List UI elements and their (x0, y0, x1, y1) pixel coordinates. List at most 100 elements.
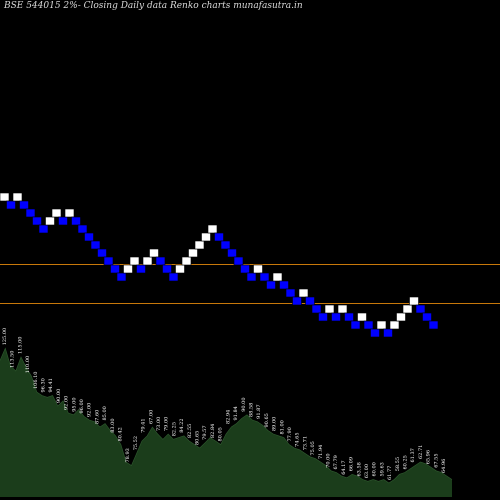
renko-brick-40 (259, 272, 270, 282)
price-label-28: 80.05 (218, 427, 224, 441)
renko-brick-25 (162, 264, 172, 274)
renko-brick-36 (233, 256, 244, 266)
price-label-35: 89.00 (272, 417, 278, 431)
renko-brick-61 (396, 312, 406, 322)
reference-lines-layer (0, 264, 500, 304)
price-label-22: 82.25 (171, 422, 177, 436)
renko-brick-14 (90, 240, 101, 250)
price-label-26: 79.57 (202, 425, 208, 439)
price-label-14: 83.00 (110, 418, 116, 432)
renko-brick-35 (227, 248, 237, 258)
renko-brick-1 (6, 200, 16, 210)
price-label-1: 113.50 (10, 351, 16, 369)
brick-layer (0, 192, 439, 338)
price-label-53: 61.37 (410, 448, 416, 462)
price-label-57: 64.96 (441, 459, 447, 473)
renko-brick-39 (253, 264, 263, 274)
renko-brick-10 (64, 208, 75, 218)
renko-brick-48 (311, 304, 322, 314)
volume-area (0, 348, 452, 497)
price-label-27: 82.84 (210, 424, 216, 438)
renko-brick-56 (363, 320, 374, 330)
renko-brick-33 (214, 232, 224, 242)
renko-brick-21 (136, 264, 146, 274)
price-label-40: 75.05 (310, 441, 316, 455)
renko-brick-12 (77, 224, 88, 234)
renko-brick-20 (129, 256, 140, 266)
price-label-12: 87.60 (94, 410, 100, 424)
renko-brick-27 (175, 264, 185, 274)
price-label-42: 70.00 (326, 453, 332, 467)
renko-brick-54 (350, 320, 361, 330)
price-label-10: 96.00 (79, 399, 85, 413)
price-label-37: 77.90 (287, 427, 293, 441)
price-label-19: 67.00 (148, 410, 154, 424)
price-label-49: 59.63 (379, 462, 385, 476)
price-label-23: 84.22 (179, 418, 185, 432)
renko-brick-9 (58, 216, 68, 226)
price-label-3: 110.00 (25, 356, 31, 374)
renko-brick-6 (38, 224, 49, 234)
price-label-15: 80.42 (118, 427, 124, 441)
volume-area-layer (0, 347, 453, 497)
price-label-5: 96.30 (41, 378, 47, 392)
renko-brick-63 (409, 296, 419, 306)
renko-brick-37 (240, 264, 250, 274)
price-label-43: 67.79 (333, 455, 339, 469)
price-label-0: 125.00 (2, 328, 8, 346)
price-label-39: 73.71 (302, 436, 308, 450)
renko-brick-15 (97, 248, 107, 258)
renko-brick-60 (389, 320, 400, 330)
renko-brick-50 (324, 304, 335, 314)
renko-brick-44 (285, 288, 296, 298)
renko-brick-18 (116, 272, 127, 282)
renko-brick-26 (168, 272, 179, 282)
price-label-46: 63.58 (356, 462, 362, 476)
price-label-44: 64.17 (341, 460, 347, 474)
renko-brick-42 (272, 272, 283, 282)
price-label-25: 80.65 (195, 431, 201, 445)
price-label-11: 92.00 (87, 403, 93, 417)
price-label-18: 79.41 (141, 418, 147, 432)
renko-brick-16 (103, 256, 114, 266)
price-label-55: 65.96 (426, 450, 432, 464)
price-label-20: 73.00 (156, 417, 162, 431)
renko-brick-45 (292, 296, 302, 306)
price-label-52: 60.25 (403, 455, 409, 469)
price-label-41: 71.94 (318, 445, 324, 459)
price-label-34: 90.65 (264, 413, 270, 427)
price-label-2: 115.00 (17, 337, 23, 355)
price-label-17: 75.52 (133, 436, 139, 450)
price-label-24: 82.55 (187, 424, 193, 438)
price-label-7: 90.00 (56, 389, 62, 403)
renko-brick-34 (220, 240, 231, 250)
renko-brick-55 (357, 312, 367, 322)
renko-brick-51 (331, 312, 341, 322)
renko-brick-65 (422, 312, 432, 322)
renko-brick-23 (149, 248, 159, 258)
price-label-4: 106.10 (33, 372, 39, 390)
price-label-21: 79.00 (164, 417, 170, 431)
chart-title: BSE 544015 2%- Closing Daily data Renko … (4, 1, 303, 11)
renko-brick-0 (0, 192, 10, 202)
price-label-56: 67.55 (433, 453, 439, 467)
renko-brick-3 (19, 200, 29, 210)
renko-brick-41 (266, 280, 276, 290)
renko-brick-2 (12, 192, 23, 202)
renko-brick-49 (318, 312, 328, 322)
renko-brick-53 (344, 312, 354, 322)
renko-brick-32 (207, 224, 218, 234)
price-label-29: 82.94 (225, 410, 231, 424)
price-label-36: 81.00 (279, 420, 285, 434)
renko-brick-43 (279, 280, 289, 290)
renko-brick-47 (305, 296, 315, 306)
renko-brick-13 (84, 232, 94, 242)
renko-brick-64 (415, 304, 426, 314)
renko-brick-24 (155, 256, 166, 266)
renko-brick-66 (428, 320, 439, 330)
price-label-51: 58.55 (395, 457, 401, 471)
volume-edge (0, 347, 453, 484)
renko-brick-28 (181, 256, 192, 266)
renko-brick-19 (123, 264, 133, 274)
